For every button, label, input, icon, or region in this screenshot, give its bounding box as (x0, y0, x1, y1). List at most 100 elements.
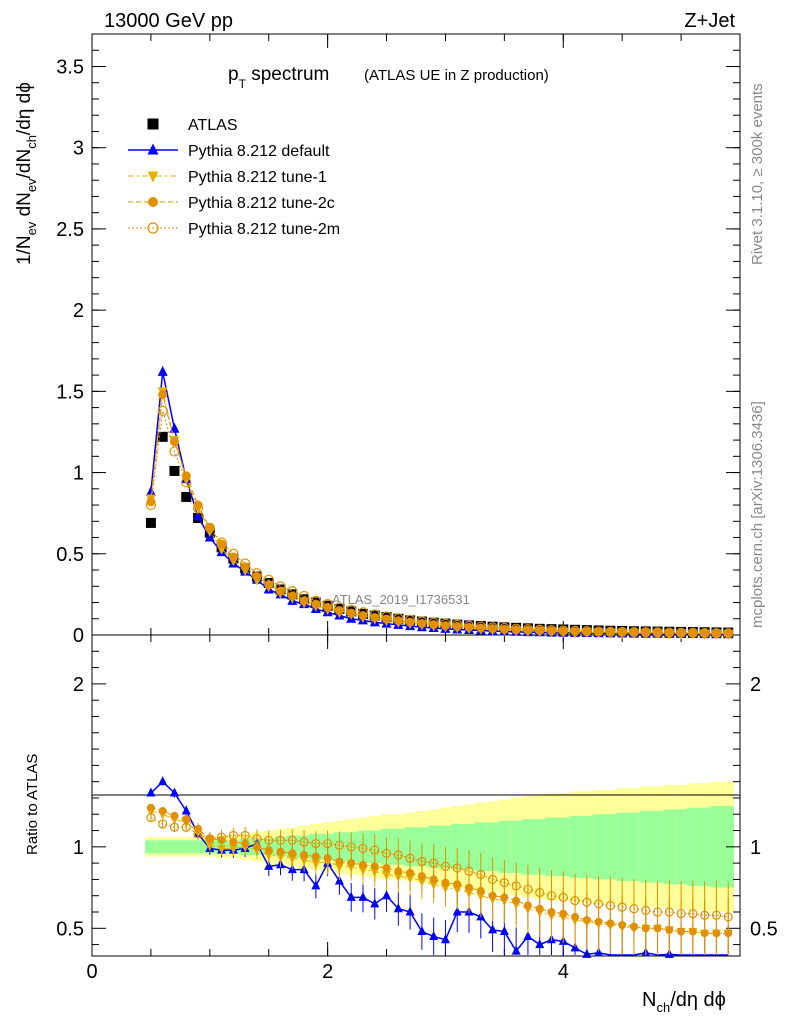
ratio-point (181, 822, 191, 832)
data-point (181, 477, 192, 488)
data-point (569, 625, 581, 636)
ratio-point (393, 903, 403, 913)
ratio-point (170, 811, 179, 820)
energy-label: 13000 GeV pp (104, 10, 233, 32)
data-point (617, 626, 628, 638)
xlabel-part-2: ch (656, 1000, 670, 1015)
data-point (687, 627, 698, 638)
ratio-point (452, 906, 462, 916)
data-point (570, 627, 580, 637)
ratio-point (476, 869, 486, 880)
data-point (487, 622, 498, 633)
ratio-point (158, 819, 168, 829)
band-green-bin (569, 815, 581, 878)
data-point (405, 614, 416, 625)
data-point (275, 581, 286, 592)
legend-label: Pythia 8.212 tune-2m (188, 221, 340, 238)
data-point (511, 623, 522, 634)
ratio-point (311, 838, 321, 849)
ratio-point (370, 898, 380, 908)
data-point (416, 616, 427, 627)
ratio-point (358, 860, 367, 869)
data-point (357, 607, 369, 618)
ratio-point (169, 822, 180, 832)
band-green-bin (686, 807, 699, 886)
ratio-point (487, 874, 498, 885)
ratio-point (405, 906, 415, 916)
ratio-point (205, 834, 215, 844)
ylabel-part-5: /dN (14, 149, 35, 179)
data-point (558, 626, 568, 636)
data-point (581, 626, 592, 637)
data-point (169, 437, 179, 447)
data-point (193, 510, 204, 521)
axis-ticks: 00.511.522.533.50.5 0.51 12 20 2 4 (56, 34, 778, 983)
ratio-point (582, 948, 592, 958)
data-point (322, 599, 333, 610)
data-point (251, 568, 263, 579)
data-point (594, 627, 604, 637)
data-point (370, 612, 380, 622)
ratio-point (499, 878, 509, 888)
ratio-point (358, 891, 368, 901)
data-point (157, 365, 168, 376)
ratio-point (252, 834, 262, 844)
data-point (393, 613, 404, 624)
ratio-point (381, 848, 392, 858)
xtick-label: 2 (322, 961, 333, 983)
legend-marker (147, 118, 159, 130)
ratio-point (382, 890, 392, 900)
ratio-point (570, 895, 580, 906)
data-point (511, 625, 521, 635)
data-point (216, 537, 227, 548)
ratio-point (158, 776, 168, 786)
ratio-point (299, 837, 309, 847)
ratio-point (193, 829, 203, 839)
ratio-point (464, 866, 474, 876)
data-point (640, 627, 651, 638)
data-point (157, 431, 168, 442)
ratio-point (511, 881, 521, 891)
ratio-point (276, 847, 285, 856)
ratio-point (335, 857, 344, 866)
data-point (475, 621, 486, 632)
data-point (723, 629, 733, 639)
ratio-point (440, 861, 451, 871)
xlabel-part-3: /dη dϕ (670, 989, 726, 1011)
data-point (711, 628, 722, 639)
data-point (393, 616, 403, 626)
legend-marker (147, 171, 159, 183)
plot-title: pT spectrum (228, 64, 329, 91)
ratio-point (417, 856, 427, 867)
data-point (381, 611, 392, 622)
ratio-point (641, 905, 651, 915)
band-green-bin (592, 814, 605, 880)
data-point (157, 405, 168, 416)
ylabel-part-1: 1/N (14, 235, 35, 265)
band-green-bin (474, 822, 487, 872)
ratio-point (217, 844, 227, 854)
band-green-bin (604, 814, 617, 880)
ratio-point (358, 843, 368, 854)
data-point (605, 626, 616, 637)
ratio-point (311, 880, 321, 890)
ratio-point (182, 815, 191, 824)
data-point (382, 614, 392, 624)
ratio-ytick-label-right: 2 (750, 674, 761, 696)
data-point (228, 548, 239, 559)
data-point (546, 626, 556, 636)
legend-marker (147, 222, 159, 234)
ylabel-part-2: ev (24, 221, 39, 235)
data-point (334, 602, 345, 613)
data-point (499, 622, 510, 634)
top-ytick-label: 0 (73, 625, 84, 647)
legend-label: ATLAS (188, 117, 238, 134)
ratio-point (169, 787, 179, 797)
band-green-bin (180, 840, 193, 854)
legend-marker (147, 143, 159, 155)
top-ytick-label: 3 (73, 138, 84, 160)
ratio-point (676, 909, 686, 919)
data-point (699, 627, 710, 639)
ratio-point (440, 934, 450, 944)
ratio-point (346, 891, 356, 901)
